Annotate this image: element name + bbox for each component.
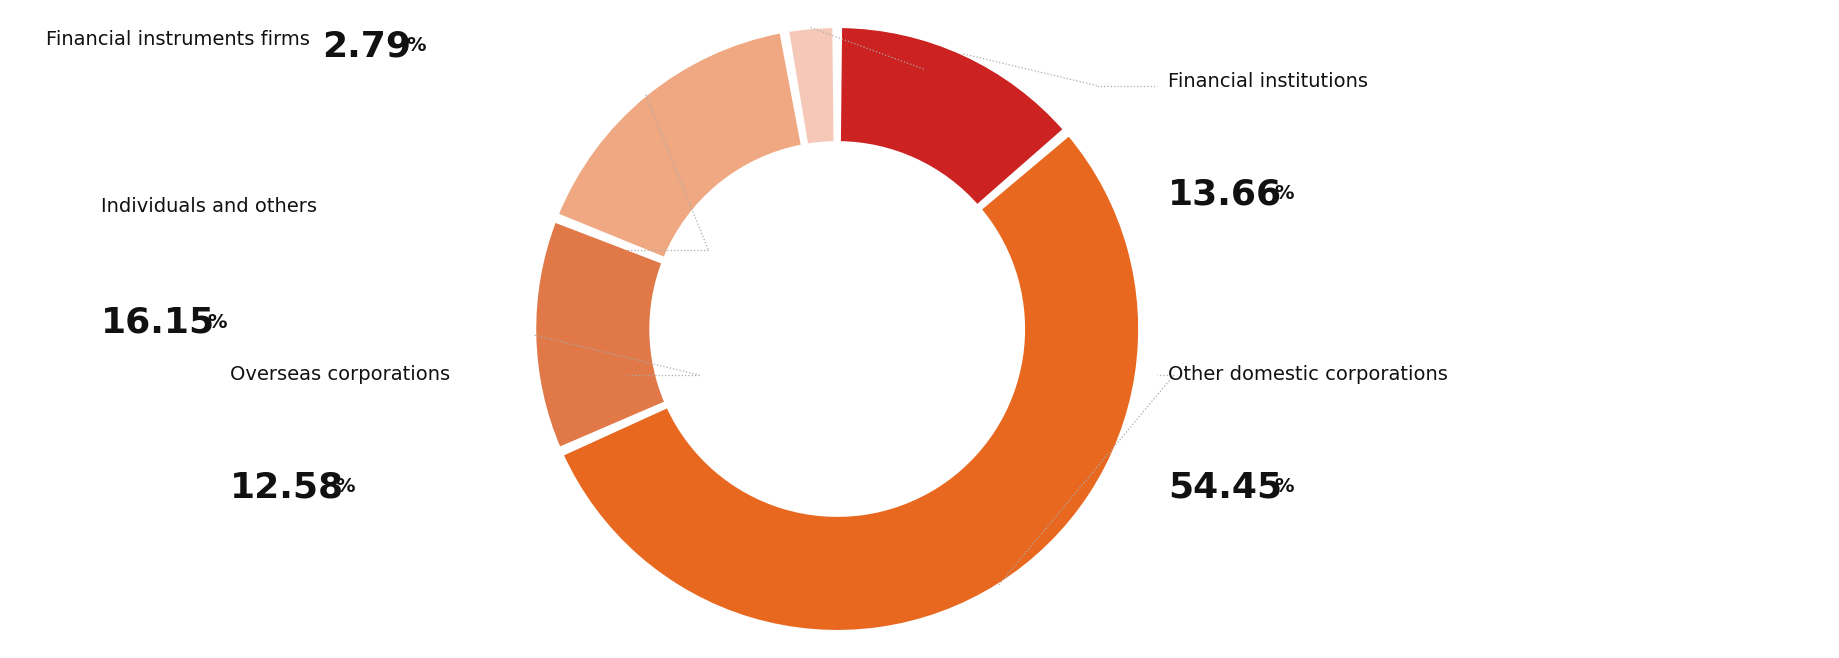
Text: 2.79: 2.79 bbox=[322, 30, 410, 64]
Text: %: % bbox=[1273, 184, 1293, 203]
Text: 54.45: 54.45 bbox=[1168, 470, 1282, 505]
Text: Individuals and others: Individuals and others bbox=[101, 197, 316, 216]
Text: Other domestic corporations: Other domestic corporations bbox=[1168, 365, 1447, 384]
Wedge shape bbox=[535, 220, 666, 449]
Text: %: % bbox=[1273, 477, 1293, 496]
Text: %: % bbox=[337, 477, 355, 496]
Wedge shape bbox=[561, 134, 1138, 632]
Wedge shape bbox=[557, 32, 802, 259]
Text: Financial instruments firms: Financial instruments firms bbox=[46, 30, 309, 49]
Wedge shape bbox=[839, 26, 1065, 207]
Text: %: % bbox=[206, 313, 226, 332]
Text: %: % bbox=[406, 36, 427, 55]
Wedge shape bbox=[787, 26, 835, 145]
Text: 16.15: 16.15 bbox=[101, 306, 215, 340]
Text: 12.58: 12.58 bbox=[230, 470, 344, 505]
Text: Overseas corporations: Overseas corporations bbox=[230, 365, 451, 384]
Text: Financial institutions: Financial institutions bbox=[1168, 72, 1368, 91]
Text: 13.66: 13.66 bbox=[1168, 178, 1282, 212]
